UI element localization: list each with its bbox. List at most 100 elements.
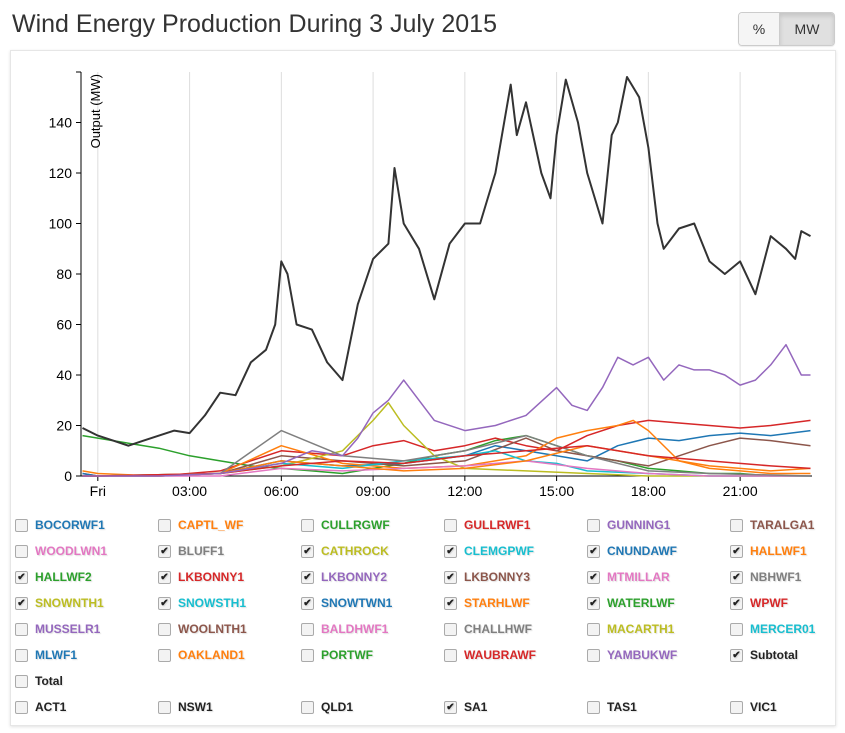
legend-item-total[interactable]: Total [15,674,63,688]
legend-item-cathrock[interactable]: ✔ CATHROCK [301,544,389,558]
checkbox[interactable]: ✔ [730,570,743,584]
checkbox[interactable]: ✔ [158,570,171,584]
checkbox[interactable]: ✔ [15,570,28,584]
checkbox[interactable] [444,518,457,532]
checkbox[interactable] [158,518,171,532]
checkbox[interactable] [15,518,28,532]
legend-item-mtmillar[interactable]: ✔ MTMILLAR [587,570,670,584]
y-tick-label: 0 [64,468,72,484]
legend-item-waterlwf[interactable]: ✔ WATERLWF [587,596,675,610]
legend-item-oakland1[interactable]: OAKLAND1 [158,648,245,662]
legend-label: Subtotal [750,648,798,662]
legend-item-musselr1[interactable]: MUSSELR1 [15,622,100,636]
x-tick-label: 18:00 [631,483,666,499]
checkbox[interactable] [301,622,314,636]
checkbox[interactable] [158,622,171,636]
checkbox[interactable] [15,622,28,636]
legend-item-taralga1[interactable]: TARALGA1 [730,518,814,532]
checkbox[interactable]: ✔ [158,596,171,610]
checkbox[interactable] [158,648,171,662]
checkbox[interactable] [587,518,600,532]
legend-item-cnundawf[interactable]: ✔ CNUNDAWF [587,544,677,558]
legend-item-captl_wf[interactable]: CAPTL_WF [158,518,243,532]
legend-item-woodlwn1[interactable]: WOODLWN1 [15,544,107,558]
legend-item-bocorwf1[interactable]: BOCORWF1 [15,518,105,532]
legend-label: BLUFF1 [178,544,224,558]
legend-item-lkbonny2[interactable]: ✔ LKBONNY2 [301,570,387,584]
legend-item-challhwf[interactable]: CHALLHWF [444,622,532,636]
region-item-vic1[interactable]: VIC1 [730,700,777,714]
legend-item-cullrgwf[interactable]: CULLRGWF [301,518,390,532]
checkbox[interactable]: ✔ [444,570,457,584]
legend-item-bluff1[interactable]: ✔ BLUFF1 [158,544,224,558]
legend-item-waubrawf[interactable]: WAUBRAWF [444,648,536,662]
y-tick-label: 80 [56,266,72,282]
checkbox[interactable]: ✔ [587,570,600,584]
legend-item-hallwf1[interactable]: ✔ HALLWF1 [730,544,807,558]
y-tick-label: 140 [49,115,73,131]
checkbox[interactable]: ✔ [730,544,743,558]
legend-label: WPWF [750,596,788,610]
checkbox[interactable] [301,518,314,532]
legend-label: SA1 [464,700,488,714]
mw-button[interactable]: MW [780,13,834,45]
region-item-sa1[interactable]: ✔ SA1 [444,700,487,714]
checkbox[interactable] [158,700,171,714]
checkbox[interactable] [301,700,314,714]
checkbox[interactable] [15,674,28,688]
region-item-nsw1[interactable]: NSW1 [158,700,213,714]
legend-item-nbhwf1[interactable]: ✔ NBHWF1 [730,570,801,584]
checkbox[interactable] [730,700,743,714]
checkbox[interactable]: ✔ [301,544,314,558]
checkbox[interactable] [15,700,28,714]
legend-item-clemgpwf[interactable]: ✔ CLEMGPWF [444,544,534,558]
legend-item-lkbonny1[interactable]: ✔ LKBONNY1 [158,570,244,584]
legend-item-mlwf1[interactable]: MLWF1 [15,648,77,662]
checkbox[interactable]: ✔ [587,596,600,610]
region-item-act1[interactable]: ACT1 [15,700,66,714]
checkbox[interactable]: ✔ [730,648,743,662]
checkbox[interactable]: ✔ [301,596,314,610]
checkbox[interactable] [730,622,743,636]
checkbox[interactable]: ✔ [444,700,457,714]
checkbox[interactable]: ✔ [15,596,28,610]
checkbox[interactable]: ✔ [444,596,457,610]
region-item-tas1[interactable]: TAS1 [587,700,637,714]
legend-item-snowsth1[interactable]: ✔ SNOWSTH1 [158,596,246,610]
legend-item-wpwf[interactable]: ✔ WPWF [730,596,788,610]
checkbox[interactable] [730,518,743,532]
checkbox[interactable]: ✔ [158,544,171,558]
legend-item-portwf[interactable]: PORTWF [301,648,373,662]
legend-label: HALLWF2 [35,570,92,584]
legend-item-yambukwf[interactable]: YAMBUKWF [587,648,677,662]
percent-button[interactable]: % [739,13,780,45]
checkbox[interactable] [587,700,600,714]
legend-item-gunning1[interactable]: GUNNING1 [587,518,670,532]
region-item-qld1[interactable]: QLD1 [301,700,353,714]
checkbox[interactable] [444,648,457,662]
checkbox[interactable] [587,622,600,636]
checkbox[interactable] [15,544,28,558]
checkbox[interactable]: ✔ [730,596,743,610]
checkbox[interactable]: ✔ [587,544,600,558]
checkbox[interactable] [15,648,28,662]
legend-label: Total [35,674,63,688]
legend-item-snowtwn1[interactable]: ✔ SNOWTWN1 [301,596,392,610]
legend-item-baldhwf1[interactable]: BALDHWF1 [301,622,388,636]
checkbox[interactable]: ✔ [444,544,457,558]
legend-item-macarth1[interactable]: MACARTH1 [587,622,674,636]
checkbox[interactable]: ✔ [301,570,314,584]
legend-item-starhlwf[interactable]: ✔ STARHLWF [444,596,530,610]
legend-item-snownth1[interactable]: ✔ SNOWNTH1 [15,596,104,610]
legend-item-subtotal[interactable]: ✔ Subtotal [730,648,798,662]
legend-label: LKBONNY2 [321,570,388,584]
legend-item-gullrwf1[interactable]: GULLRWF1 [444,518,530,532]
checkbox[interactable] [301,648,314,662]
checkbox[interactable] [587,648,600,662]
legend-item-hallwf2[interactable]: ✔ HALLWF2 [15,570,92,584]
legend-item-mercer01[interactable]: MERCER01 [730,622,815,636]
checkbox[interactable] [444,622,457,636]
legend-label: QLD1 [321,700,354,714]
legend-item-lkbonny3[interactable]: ✔ LKBONNY3 [444,570,530,584]
legend-item-woolnth1[interactable]: WOOLNTH1 [158,622,247,636]
